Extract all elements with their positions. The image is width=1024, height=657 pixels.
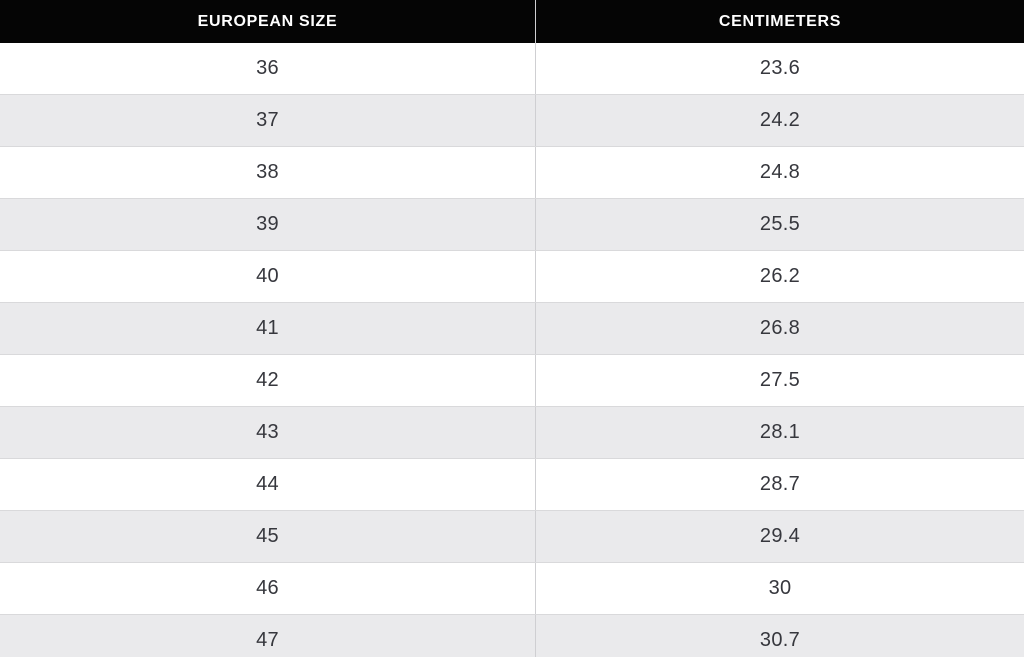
table-row: 38 24.8: [0, 147, 1024, 199]
european-size-cell: 47: [0, 615, 536, 657]
european-size-cell: 38: [0, 147, 536, 198]
centimeters-cell: 23.6: [759, 57, 801, 79]
centimeters-cell: 26.8: [759, 317, 801, 339]
centimeters-cell: 25.5: [759, 213, 801, 235]
table-row: 37 24.2: [0, 95, 1024, 147]
centimeters-cell: 30: [768, 577, 792, 599]
column-header-european-size: EUROPEAN SIZE: [0, 0, 536, 43]
centimeters-cell: 28.7: [759, 473, 801, 495]
table-row: 41 26.8: [0, 303, 1024, 355]
table-row: 40 26.2: [0, 251, 1024, 303]
table-row: 44 28.7: [0, 459, 1024, 511]
european-size-cell: 36: [0, 43, 536, 94]
european-size-cell: 46: [0, 563, 536, 614]
centimeters-cell: 26.2: [759, 265, 801, 287]
table-row: 46 30: [0, 563, 1024, 615]
european-size-cell: 42: [0, 355, 536, 406]
centimeters-cell: 24.2: [759, 109, 801, 131]
european-size-cell: 37: [0, 95, 536, 146]
european-size-cell: 41: [0, 303, 536, 354]
table-row: 42 27.5: [0, 355, 1024, 407]
european-size-cell: 40: [0, 251, 536, 302]
table-row: 43 28.1: [0, 407, 1024, 459]
european-size-cell: 45: [0, 511, 536, 562]
centimeters-cell: 24.8: [759, 161, 801, 183]
european-size-cell: 39: [0, 199, 536, 250]
table-header-row: EUROPEAN SIZE CENTIMETERS: [0, 0, 1024, 43]
european-size-cell: 43: [0, 407, 536, 458]
column-header-centimeters: CENTIMETERS: [718, 12, 842, 30]
table-body: 36 23.6 37 24.2 38 24.8 39 25.5 40 26.2 41 26.8 42 27…: [0, 43, 1024, 657]
centimeters-cell: 29.4: [759, 525, 801, 547]
centimeters-cell: 27.5: [759, 369, 801, 391]
centimeters-cell: 28.1: [759, 421, 801, 443]
european-size-cell: 44: [0, 459, 536, 510]
table-row: 36 23.6: [0, 43, 1024, 95]
table-row: 47 30.7: [0, 615, 1024, 657]
table-row: 39 25.5: [0, 199, 1024, 251]
centimeters-cell: 30.7: [759, 629, 801, 651]
table-row: 45 29.4: [0, 511, 1024, 563]
